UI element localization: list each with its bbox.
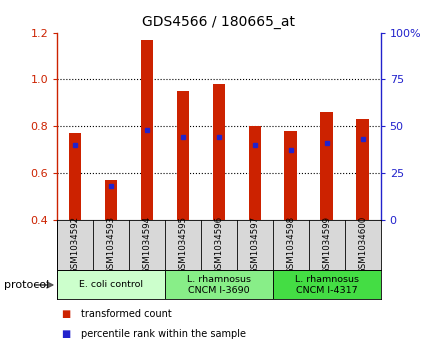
Text: GSM1034595: GSM1034595	[179, 216, 187, 274]
Text: L. rhamnosus
CNCM I-4317: L. rhamnosus CNCM I-4317	[295, 275, 359, 295]
Bar	[177, 91, 189, 220]
Title: GDS4566 / 180665_at: GDS4566 / 180665_at	[143, 15, 295, 29]
Text: GSM1034599: GSM1034599	[322, 216, 331, 274]
Bar	[273, 270, 381, 299]
Text: ■: ■	[62, 309, 71, 319]
Bar	[356, 119, 369, 220]
Text: GSM1034594: GSM1034594	[143, 216, 151, 274]
Text: percentile rank within the sample: percentile rank within the sample	[81, 329, 246, 339]
Bar	[285, 131, 297, 220]
Text: GSM1034597: GSM1034597	[250, 216, 259, 274]
Text: GSM1034600: GSM1034600	[358, 216, 367, 274]
Bar	[165, 270, 273, 299]
Bar	[249, 126, 261, 220]
Bar	[141, 40, 153, 220]
Text: protocol: protocol	[4, 280, 50, 290]
Text: ■: ■	[62, 329, 71, 339]
Text: GSM1034598: GSM1034598	[286, 216, 295, 274]
Text: GSM1034596: GSM1034596	[214, 216, 224, 274]
Text: GSM1034592: GSM1034592	[71, 216, 80, 274]
Bar	[105, 180, 117, 220]
Bar	[320, 112, 333, 220]
Bar	[69, 133, 81, 220]
Text: GSM1034593: GSM1034593	[106, 216, 116, 274]
Text: transformed count: transformed count	[81, 309, 172, 319]
Text: L. rhamnosus
CNCM I-3690: L. rhamnosus CNCM I-3690	[187, 275, 251, 295]
Bar	[213, 84, 225, 220]
Text: E. coli control: E. coli control	[79, 281, 143, 289]
Bar	[57, 270, 165, 299]
